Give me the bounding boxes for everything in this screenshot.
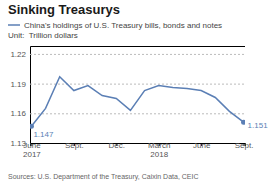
annotation: 1.151 bbox=[248, 121, 269, 130]
x-tick-label: June2017 bbox=[23, 141, 41, 159]
marks bbox=[30, 77, 245, 129]
chart: Sinking Treasurys China's holdings of U.S… bbox=[0, 0, 275, 183]
x-tick: Sept. bbox=[235, 141, 254, 150]
x-tick-label: Sept. bbox=[65, 141, 84, 150]
x-tick-label-line: June bbox=[23, 141, 41, 150]
y-tick: 1.22 bbox=[10, 50, 245, 59]
annotation: 1.147 bbox=[33, 130, 54, 139]
x-tick-label: Dec. bbox=[109, 141, 125, 150]
title: Sinking Treasurys bbox=[8, 2, 120, 17]
y-tick: 1.19 bbox=[10, 80, 245, 89]
x-tick: June2017 bbox=[23, 141, 41, 159]
y-tick: 1.16 bbox=[10, 109, 245, 118]
source: Sources: U.S. Department of the Treasury… bbox=[8, 173, 199, 181]
x-tick-label-line: 2017 bbox=[23, 150, 41, 159]
plot: 1.131.161.191.22June2017Sept.Dec.March20… bbox=[10, 47, 268, 159]
line bbox=[31, 77, 243, 126]
x-axis: June2017Sept.Dec.March2018JuneSept. bbox=[23, 141, 253, 159]
x-tick-label-line: 2018 bbox=[150, 150, 168, 159]
y-axis-line bbox=[31, 47, 246, 144]
endpoint-dot bbox=[30, 124, 34, 129]
grid-line bbox=[30, 84, 245, 85]
x-tick-label-line: Sept. bbox=[65, 141, 84, 150]
x-tick-label: March2018 bbox=[148, 141, 170, 159]
legend-item: China's holdings of U.S. Treasury bills,… bbox=[8, 21, 222, 30]
x-tick-label: June bbox=[193, 141, 211, 150]
x-tick: Dec. bbox=[109, 141, 125, 150]
x-tick: June bbox=[193, 141, 211, 150]
legend-label: China's holdings of U.S. Treasury bills,… bbox=[24, 21, 222, 30]
grid-line bbox=[30, 113, 245, 114]
x-axis-line bbox=[31, 144, 246, 147]
y-tick-label: 1.22 bbox=[10, 50, 26, 59]
x-tick: March2018 bbox=[148, 141, 170, 159]
x-tick-label-line: Sept. bbox=[235, 141, 254, 150]
y-tick-label: 1.19 bbox=[10, 80, 26, 89]
y-label: Unit: Trillion dollars bbox=[8, 31, 78, 40]
legend: China's holdings of U.S. Treasury bills,… bbox=[8, 21, 222, 30]
x-tick-label-line: Dec. bbox=[109, 141, 125, 150]
grid-line bbox=[30, 54, 245, 55]
x-tick-label-line: June bbox=[193, 141, 211, 150]
x-tick-label-line: March bbox=[148, 141, 170, 150]
legend-swatch bbox=[8, 24, 20, 26]
endpoint-dot bbox=[241, 120, 245, 125]
y-axis: 1.131.161.191.22 bbox=[10, 47, 245, 149]
x-tick: Sept. bbox=[65, 141, 84, 150]
y-tick-label: 1.16 bbox=[10, 109, 26, 118]
x-tick-label: Sept. bbox=[235, 141, 254, 150]
